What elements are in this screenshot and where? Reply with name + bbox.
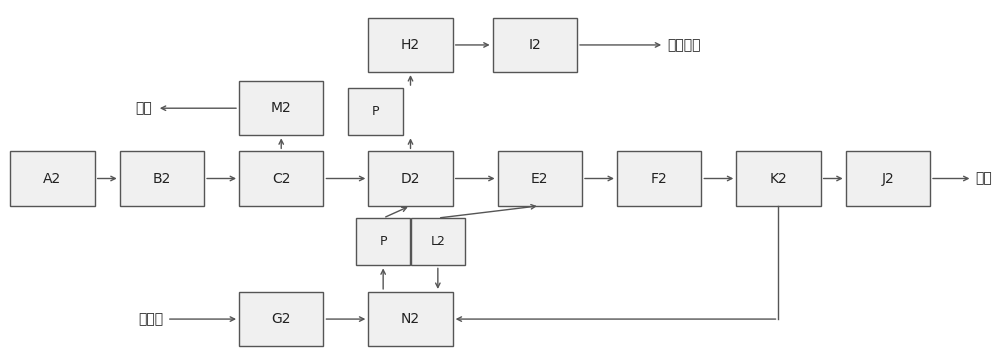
Bar xyxy=(846,151,930,206)
Text: C2: C2 xyxy=(272,171,290,186)
Text: K2: K2 xyxy=(770,171,787,186)
Text: 稀磷酸: 稀磷酸 xyxy=(139,312,164,326)
Text: 蒸汽: 蒸汽 xyxy=(135,101,152,115)
Bar xyxy=(356,218,410,266)
Text: D2: D2 xyxy=(401,171,420,186)
Text: B2: B2 xyxy=(153,171,171,186)
Bar xyxy=(120,151,204,206)
Text: G2: G2 xyxy=(271,312,291,326)
Text: J2: J2 xyxy=(881,171,894,186)
Bar xyxy=(368,151,453,206)
Text: N2: N2 xyxy=(401,312,420,326)
Text: I2: I2 xyxy=(528,38,541,52)
Text: 尾气: 尾气 xyxy=(975,171,992,186)
Text: H2: H2 xyxy=(401,38,420,52)
Text: P: P xyxy=(372,105,379,118)
Bar xyxy=(736,151,821,206)
Bar xyxy=(617,151,701,206)
Bar xyxy=(239,81,323,135)
Bar xyxy=(368,292,453,346)
Text: A2: A2 xyxy=(43,171,62,186)
Bar xyxy=(348,88,403,135)
Bar xyxy=(239,292,323,346)
Text: F2: F2 xyxy=(651,171,667,186)
Bar xyxy=(10,151,95,206)
Text: E2: E2 xyxy=(531,171,549,186)
Bar xyxy=(368,18,453,72)
Bar xyxy=(498,151,582,206)
Bar xyxy=(411,218,465,266)
Text: L2: L2 xyxy=(430,235,445,248)
Text: M2: M2 xyxy=(271,101,292,115)
Text: P: P xyxy=(379,235,387,248)
Text: 产品包装: 产品包装 xyxy=(667,38,701,52)
Bar xyxy=(239,151,323,206)
Bar xyxy=(493,18,577,72)
